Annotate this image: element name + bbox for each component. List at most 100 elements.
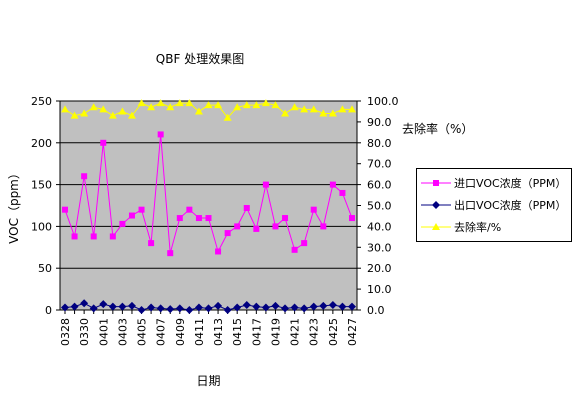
data-point-removal (175, 99, 184, 107)
data-point-inlet (205, 215, 212, 222)
data-point-outlet (271, 301, 280, 310)
x-tick-label: 0423 (308, 318, 321, 346)
data-point-inlet (100, 139, 107, 146)
data-point-outlet (80, 299, 89, 308)
data-point-removal (61, 105, 69, 113)
data-point-outlet (108, 302, 117, 311)
data-point-outlet (214, 301, 223, 310)
data-point-removal (194, 107, 203, 115)
x-tick-label: 0427 (346, 318, 359, 346)
data-point-removal (309, 105, 318, 113)
x-tick-label: 0401 (97, 318, 110, 346)
x-tick-label: 0419 (269, 318, 282, 346)
data-point-outlet (89, 304, 98, 313)
x-tick-label: 0407 (155, 318, 168, 346)
x-tick-label: 0330 (78, 318, 91, 346)
y2-tick-label: 10.0 (367, 283, 392, 296)
data-point-inlet (320, 223, 327, 230)
y-tick-label: 150 (31, 179, 52, 192)
data-point-removal (185, 99, 194, 107)
y-axis-left: 0 50 100 150 200 250 (31, 95, 61, 317)
data-point-removal (338, 105, 347, 113)
y2-tick-label: 0.0 (367, 304, 385, 317)
y2-tick-label: 100.0 (367, 95, 399, 108)
data-point-inlet (339, 189, 346, 196)
data-point-outlet (99, 300, 108, 309)
data-point-inlet (195, 215, 202, 222)
x-axis-label: 日期 (196, 374, 220, 388)
data-point-removal (261, 99, 270, 107)
data-point-removal (300, 105, 309, 113)
data-point-outlet (300, 304, 309, 313)
y-tick-label: 0 (45, 304, 52, 317)
data-point-inlet (234, 223, 241, 230)
data-point-removal (252, 101, 261, 109)
data-point-removal (271, 101, 280, 109)
data-point-outlet (319, 301, 328, 310)
data-point-inlet (310, 206, 317, 213)
data-point-removal (118, 107, 127, 115)
data-point-outlet (61, 303, 69, 312)
legend-outlet-swatch (421, 201, 451, 209)
data-point-outlet (166, 305, 175, 314)
x-tick-label: 0415 (231, 318, 244, 346)
y2-tick-label: 40.0 (367, 220, 392, 233)
data-point-outlet (147, 303, 156, 312)
series-layer (61, 99, 356, 314)
legend-removal-swatch (421, 223, 451, 230)
data-point-outlet (223, 306, 232, 314)
plot-area (59, 100, 358, 311)
data-point-removal (89, 103, 98, 111)
data-point-inlet (282, 215, 289, 222)
data-point-outlet (156, 304, 165, 313)
data-point-outlet (309, 302, 318, 311)
y2-tick-label: 90.0 (367, 116, 392, 129)
data-point-removal (319, 109, 328, 117)
data-point-removal (223, 113, 232, 121)
y-tick-label: 200 (31, 137, 52, 150)
data-point-inlet (119, 220, 126, 227)
data-point-inlet (301, 240, 308, 247)
legend-item-removal: 去除率/% (421, 217, 501, 237)
y2-tick-label: 30.0 (367, 241, 392, 254)
data-point-inlet (291, 246, 298, 253)
data-point-removal (214, 101, 223, 109)
legend-inlet-label: 进口VOC浓度（PPM） (454, 177, 567, 190)
data-point-removal (281, 109, 290, 117)
legend-item-outlet: 出口VOC浓度（PPM） (421, 195, 566, 215)
x-tick-label: 0409 (174, 318, 187, 346)
data-point-outlet (194, 303, 203, 312)
data-point-removal (137, 99, 146, 107)
data-point-inlet (138, 206, 145, 213)
x-tick-label: 0411 (193, 318, 206, 346)
x-tick-label: 0417 (250, 318, 263, 346)
data-point-removal (127, 111, 136, 119)
data-point-removal (290, 103, 299, 111)
y2-tick-label: 70.0 (367, 158, 392, 171)
y-tick-label: 50 (38, 262, 52, 275)
data-point-inlet (272, 223, 279, 230)
data-point-inlet (71, 233, 78, 240)
y2-tick-label: 60.0 (367, 179, 392, 192)
data-point-removal (328, 109, 337, 117)
data-point-removal (70, 111, 79, 119)
data-point-outlet (233, 303, 242, 312)
data-point-outlet (118, 302, 127, 311)
y2-tick-label: 80.0 (367, 137, 392, 150)
data-point-inlet (262, 181, 269, 188)
data-point-inlet (329, 181, 336, 188)
x-tick-label: 0413 (212, 318, 225, 346)
x-tick-label: 0405 (136, 318, 149, 346)
data-point-inlet (253, 225, 260, 232)
y-tick-label: 100 (31, 220, 52, 233)
data-point-outlet (252, 302, 261, 311)
data-point-removal (108, 111, 117, 119)
legend-item-inlet: 进口VOC浓度（PPM） (421, 173, 566, 193)
data-point-inlet (128, 212, 135, 219)
data-point-inlet (157, 131, 164, 138)
data-point-outlet (328, 300, 337, 309)
data-point-inlet (62, 206, 68, 213)
y-axis-right: 0.0 10.0 20.0 30.0 40.0 50.0 60.0 70.0 80.0 90.0 1… (356, 95, 399, 317)
data-point-inlet (148, 240, 155, 247)
